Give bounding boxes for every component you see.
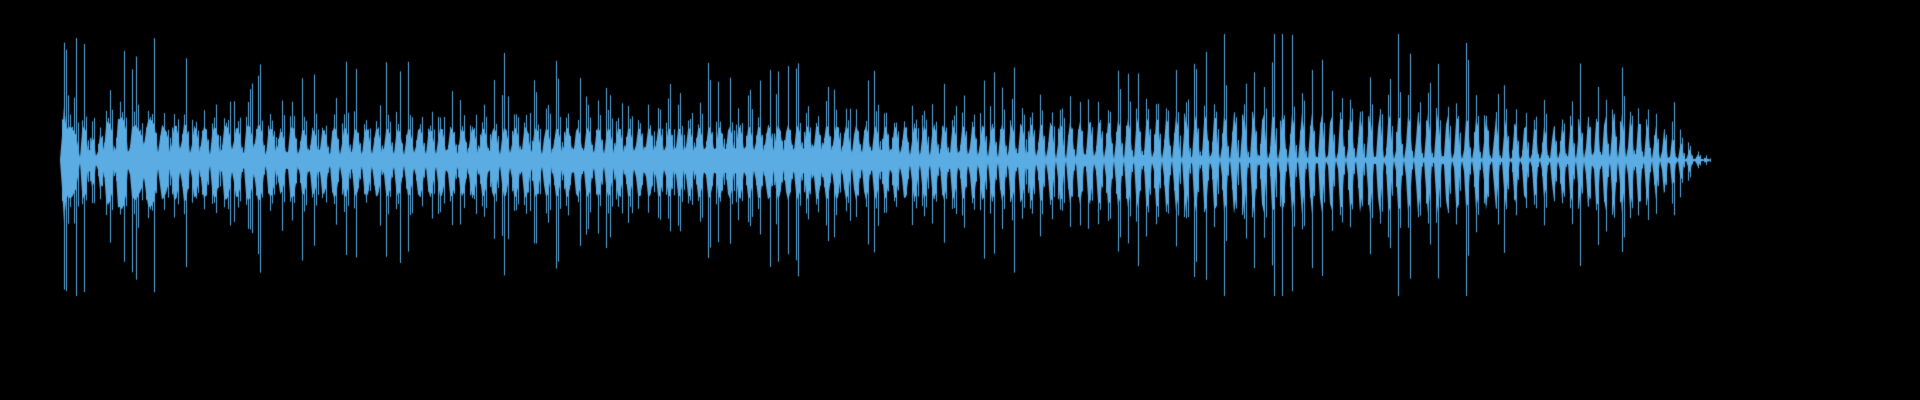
waveform-viewer[interactable] [0,0,1920,400]
audio-waveform-canvas[interactable] [0,0,1920,400]
